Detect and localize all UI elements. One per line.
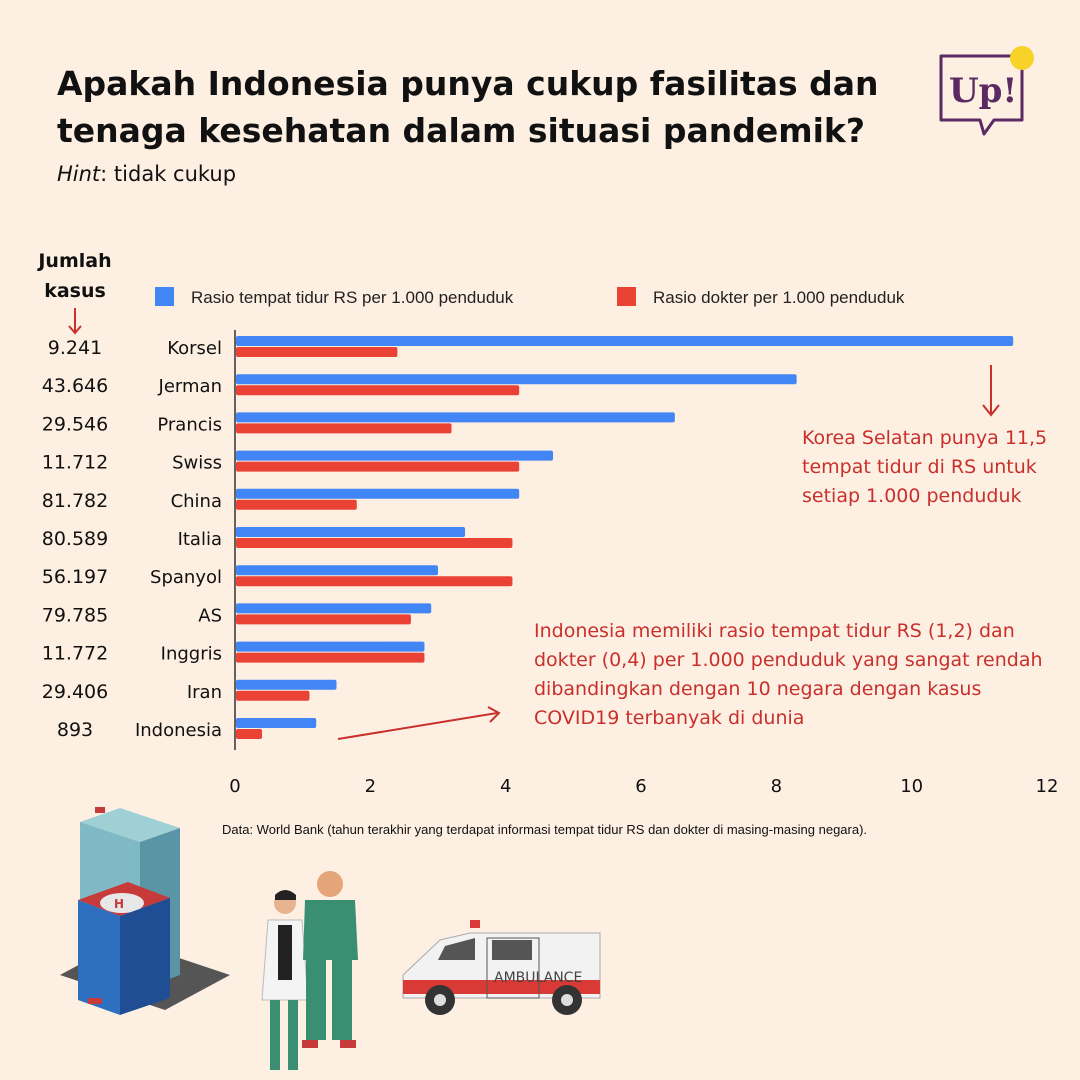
health-illustration: H AMBULANCE: [60, 807, 601, 1070]
bar-beds-korsel: [236, 336, 1014, 346]
bar-beds-iran: [236, 679, 337, 690]
bar-beds-italia: [236, 527, 466, 537]
cases-value: 893: [57, 719, 93, 741]
down-arrow-icon: [68, 308, 82, 335]
bar-doctors-prancis: [236, 423, 452, 434]
cases-value: 43.646: [42, 375, 108, 397]
x-tick-label: 0: [229, 776, 240, 797]
category-label: China: [171, 491, 222, 512]
bar-doctors-as: [236, 614, 411, 625]
cases-value: 29.406: [42, 681, 108, 703]
bar-doctors-jerman: [236, 385, 520, 396]
bar-beds-inggris: [236, 641, 425, 652]
category-label: Inggris: [161, 644, 222, 665]
korea-callout-arrow: [982, 365, 1000, 417]
category-label: Spanyol: [150, 567, 222, 588]
category-label: Indonesia: [135, 720, 222, 741]
bar-beds-china: [236, 488, 520, 499]
legend-label: Rasio dokter per 1.000 penduduk: [653, 288, 905, 307]
bar-doctors-swiss: [236, 461, 520, 472]
legend-swatch: [617, 287, 636, 306]
category-label: Jerman: [158, 376, 222, 397]
cases-header-line2: kasus: [44, 280, 106, 302]
x-tick-label: 2: [365, 776, 376, 797]
hint-label: Hint: [57, 162, 101, 186]
bar-beds-as: [236, 603, 432, 614]
x-tick-label: 12: [1036, 776, 1059, 797]
cases-value: 9.241: [48, 337, 102, 359]
bar-doctors-spanyol: [236, 576, 513, 587]
cases-value: 29.546: [42, 413, 108, 435]
ambulance-label: AMBULANCE: [494, 970, 582, 986]
bar-doctors-italia: [236, 538, 513, 548]
cases-value: 79.785: [42, 604, 108, 626]
ambulance-illustration: AMBULANCE: [402, 920, 601, 1015]
category-label: Italia: [178, 529, 222, 550]
legend-swatch: [155, 287, 174, 306]
bar-beds-jerman: [236, 374, 797, 385]
indonesia-callout-arrow: [337, 706, 501, 740]
category-label: Iran: [187, 682, 222, 703]
category-label: Prancis: [157, 414, 222, 435]
cases-value: 80.589: [42, 528, 108, 550]
hint-text: Hint: tidak cukup: [57, 162, 236, 186]
doctor-man-illustration: [302, 871, 358, 1048]
bar-beds-prancis: [236, 412, 675, 423]
x-tick-label: 4: [500, 776, 511, 797]
category-label: AS: [198, 605, 222, 626]
legend-label: Rasio tempat tidur RS per 1.000 penduduk: [191, 288, 514, 307]
bar-doctors-korsel: [236, 347, 398, 357]
hospital-building-illustration: H: [60, 807, 230, 1015]
indonesia-annotation: Indonesia memiliki rasio tempat tidur RS…: [534, 620, 1043, 729]
cases-header-line1: Jumlah: [36, 250, 111, 272]
korea-annotation: Korea Selatan punya 11,5 tempat tidur di…: [802, 427, 1048, 507]
hint-value: : tidak cukup: [100, 162, 237, 186]
source-note: Data: World Bank (tahun terakhir yang te…: [222, 822, 868, 837]
bar-doctors-inggris: [236, 652, 425, 663]
bar-doctors-indonesia: [236, 729, 263, 739]
cases-value: 11.712: [42, 452, 108, 474]
bar-beds-swiss: [236, 450, 554, 461]
bar-doctors-iran: [236, 690, 310, 701]
x-tick-label: 6: [635, 776, 646, 797]
chart-legend: Rasio tempat tidur RS per 1.000 penduduk…: [155, 287, 905, 307]
bar-beds-spanyol: [236, 565, 438, 576]
x-tick-label: 8: [771, 776, 782, 797]
bar-chart: Jumlah kasus Rasio tempat tidur RS per 1…: [36, 250, 1059, 797]
category-label: Swiss: [172, 453, 222, 474]
logo-text: Up!: [949, 71, 1017, 111]
svg-text:H: H: [114, 897, 124, 911]
up-logo: Up!: [939, 46, 1034, 136]
bar-doctors-china: [236, 499, 357, 510]
cases-value: 11.772: [42, 643, 108, 665]
doctor-woman-illustration: [261, 890, 309, 1070]
category-label: Korsel: [167, 338, 222, 359]
page-title: Apakah Indonesia punya cukup fasilitas d…: [57, 64, 879, 150]
x-tick-label: 10: [900, 776, 923, 797]
bar-beds-indonesia: [236, 718, 317, 728]
cases-value: 81.782: [42, 490, 108, 512]
cases-value: 56.197: [42, 566, 108, 588]
